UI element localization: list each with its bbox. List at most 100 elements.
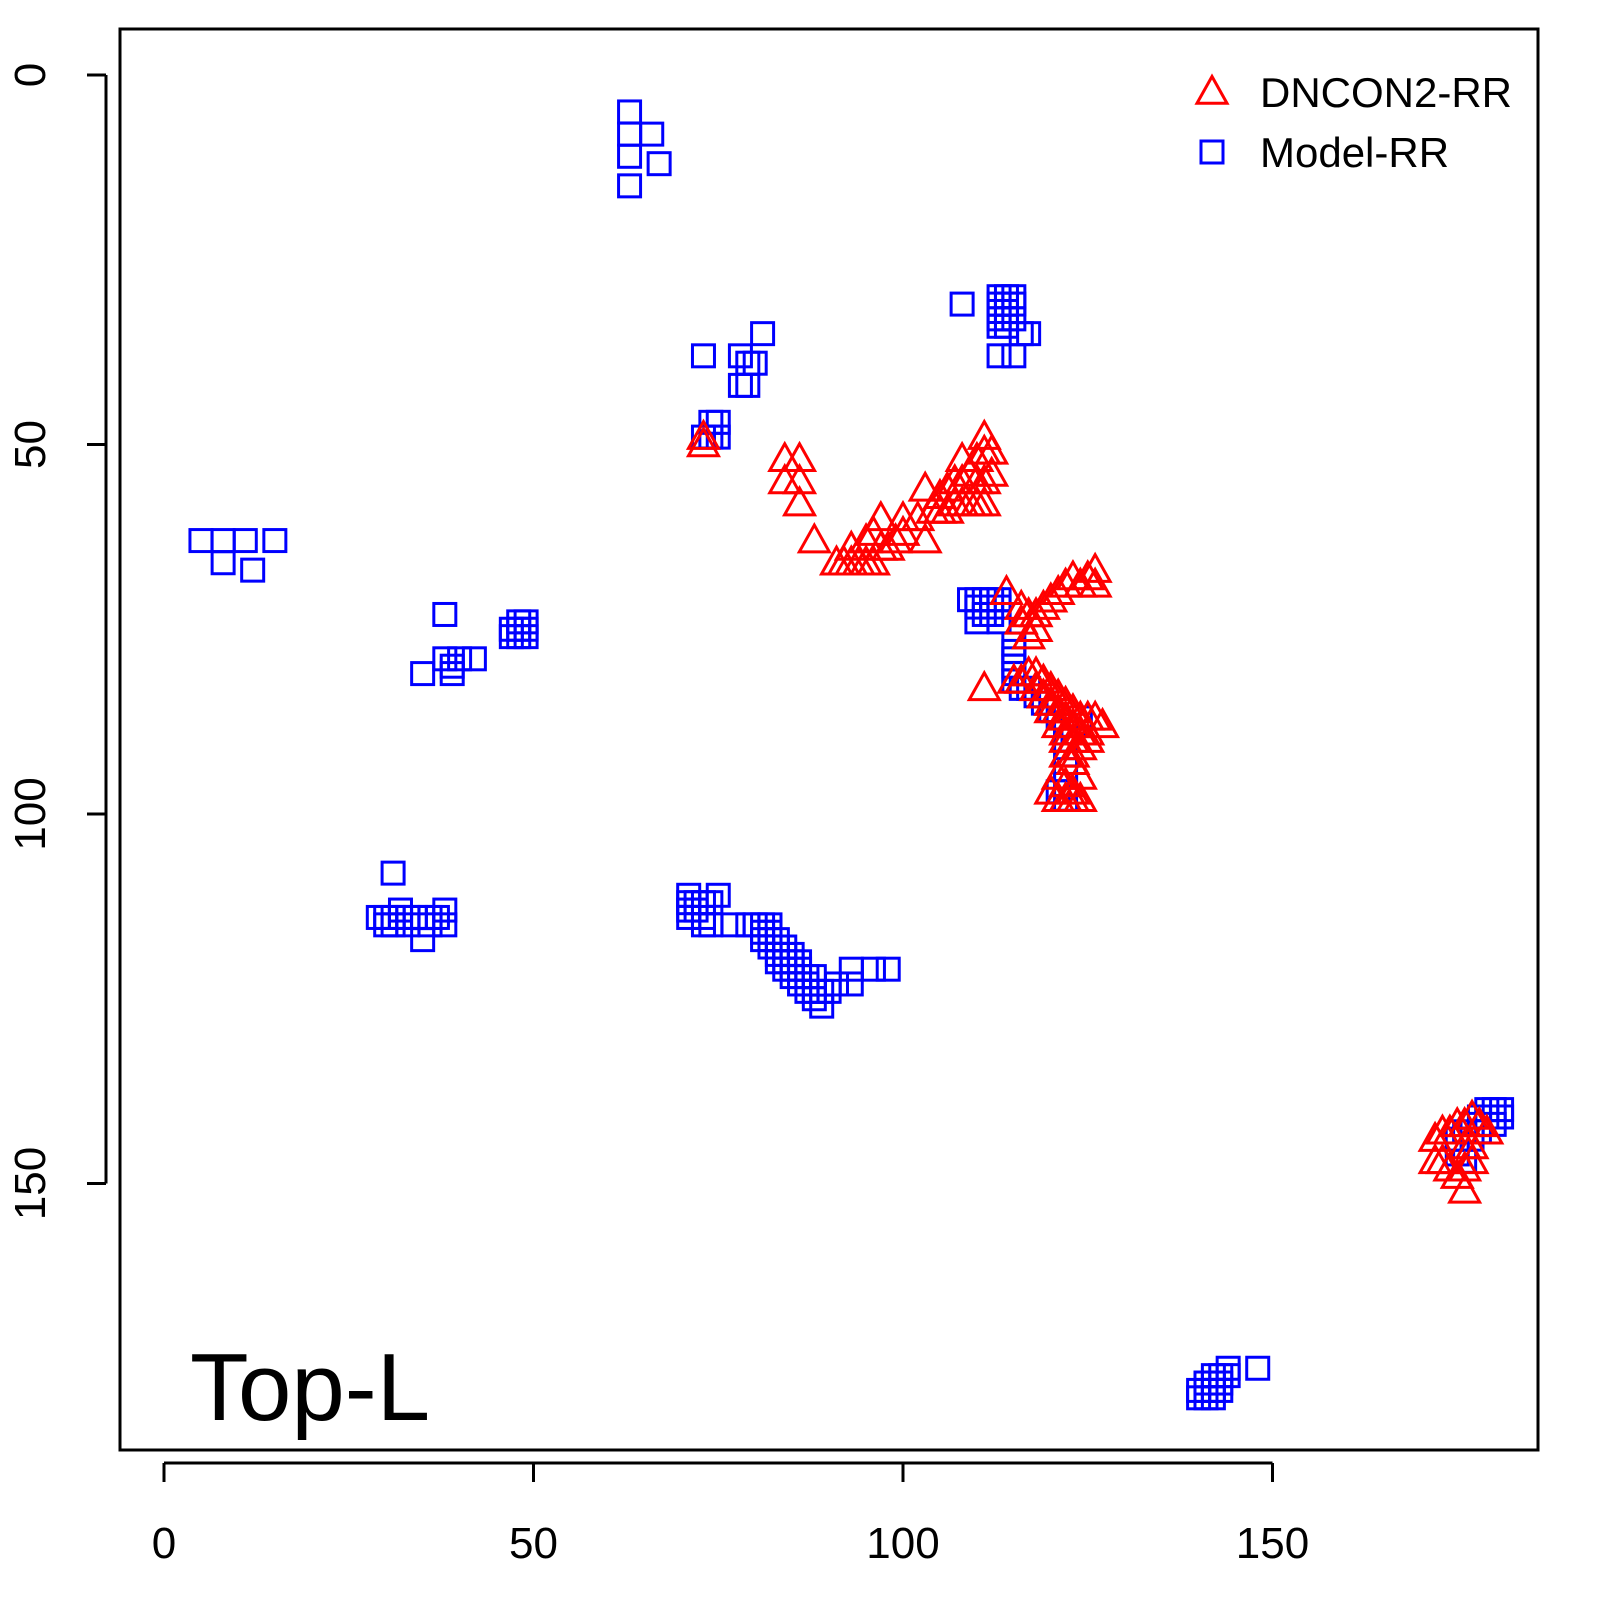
dncon2-rr-point xyxy=(781,462,818,495)
dncon2-rr-point xyxy=(1062,758,1098,790)
model-rr-point xyxy=(986,284,1012,310)
model-rr-point xyxy=(439,653,465,679)
model-rr-point xyxy=(387,904,413,930)
model-rr-point xyxy=(1001,343,1027,369)
model-rr-point xyxy=(772,949,798,975)
model-rr-point xyxy=(809,978,835,1004)
model-rr-point xyxy=(1489,1104,1515,1130)
dncon2-rr-point xyxy=(1033,773,1069,805)
dncon2-rr-point xyxy=(781,485,818,517)
model-rr-point xyxy=(380,860,406,886)
dncon2-rr-point xyxy=(1070,558,1106,591)
model-rr-point xyxy=(757,919,783,945)
model-rr-point xyxy=(993,306,1019,332)
model-rr-point xyxy=(838,971,864,997)
dncon2-rr-point xyxy=(966,418,1002,450)
x-tick-label: 100 xyxy=(866,1519,939,1568)
model-rr-point xyxy=(1208,1377,1234,1403)
model-rr-point xyxy=(957,587,983,613)
dncon2-rr-point xyxy=(1062,728,1098,761)
x-tick-label: 150 xyxy=(1236,1519,1309,1568)
model-rr-point xyxy=(964,587,990,613)
model-rr-point xyxy=(690,890,716,916)
model-rr-point xyxy=(705,409,731,435)
dncon2-rr-point xyxy=(1048,721,1084,753)
legend-label: DNCON2-RR xyxy=(1260,69,1512,116)
dncon2-rr-point xyxy=(1070,721,1106,753)
series-dncon2-rr xyxy=(685,418,1505,1204)
model-rr-point xyxy=(823,971,849,997)
model-rr-point xyxy=(676,890,702,916)
model-rr-point xyxy=(513,616,539,642)
legend-triangle-icon xyxy=(1194,73,1230,105)
model-rr-point xyxy=(1245,1355,1271,1381)
model-rr-point xyxy=(1186,1385,1212,1411)
model-rr-point xyxy=(986,313,1012,339)
model-rr-point xyxy=(772,941,798,967)
model-rr-point xyxy=(993,313,1019,339)
model-rr-point xyxy=(787,949,813,975)
model-rr-point xyxy=(240,557,266,583)
model-rr-point xyxy=(1001,284,1027,310)
model-rr-point xyxy=(380,912,406,938)
model-rr-point xyxy=(809,993,835,1019)
model-rr-point xyxy=(787,971,813,997)
dncon2-rr-point xyxy=(1048,699,1084,731)
y-tick-label: 100 xyxy=(6,777,55,850)
model-rr-point xyxy=(993,284,1019,310)
legend-square-icon xyxy=(1199,139,1225,165)
model-rr-point xyxy=(772,956,798,982)
dncon2-rr-point xyxy=(848,522,884,554)
model-rr-point xyxy=(779,949,805,975)
dncon2-rr-point xyxy=(966,485,1002,517)
dncon2-rr-point xyxy=(1469,1113,1505,1145)
model-rr-point xyxy=(380,904,406,930)
model-rr-point xyxy=(1215,1355,1241,1381)
model-rr-point xyxy=(794,978,820,1004)
model-rr-point xyxy=(188,528,214,554)
model-rr-point xyxy=(646,151,672,177)
model-rr-point xyxy=(1186,1377,1212,1403)
dncon2-rr-point xyxy=(966,462,1002,495)
model-rr-point xyxy=(676,882,702,908)
model-rr-point xyxy=(461,646,487,672)
model-rr-point xyxy=(764,927,790,953)
model-rr-point xyxy=(1489,1097,1515,1123)
model-rr-point xyxy=(432,646,458,672)
model-rr-point xyxy=(1200,1385,1226,1411)
model-rr-point xyxy=(787,956,813,982)
model-rr-point xyxy=(506,609,532,635)
model-rr-point xyxy=(750,321,776,347)
model-rr-point xyxy=(735,350,761,376)
y-tick-label: 150 xyxy=(6,1147,55,1220)
model-rr-point xyxy=(750,912,776,938)
model-rr-point xyxy=(705,882,731,908)
dncon2-rr-point xyxy=(966,669,1002,702)
x-tick-label: 50 xyxy=(509,1519,558,1568)
model-rr-point xyxy=(993,298,1019,324)
model-rr-point xyxy=(986,306,1012,332)
model-rr-point xyxy=(498,624,524,650)
model-rr-point xyxy=(801,986,827,1012)
model-rr-point xyxy=(742,350,768,376)
dncon2-rr-point xyxy=(1461,1105,1497,1138)
dncon2-rr-point xyxy=(863,499,899,532)
model-rr-point xyxy=(779,956,805,982)
model-rr-point xyxy=(1193,1370,1219,1396)
dncon2-rr-point xyxy=(988,573,1025,606)
model-rr-point xyxy=(816,978,842,1004)
model-rr-point xyxy=(439,661,465,687)
dncon2-rr-point xyxy=(685,425,722,458)
model-rr-point xyxy=(801,964,827,990)
dncon2-rr-point xyxy=(878,522,914,554)
model-rr-point xyxy=(875,956,901,982)
model-rr-point xyxy=(757,934,783,960)
model-rr-point xyxy=(860,956,886,982)
model-rr-point xyxy=(1193,1377,1219,1403)
model-rr-point xyxy=(387,897,413,923)
model-rr-point xyxy=(373,912,399,938)
model-rr-point xyxy=(1016,321,1042,347)
dncon2-rr-point xyxy=(1084,706,1121,739)
dncon2-rr-point xyxy=(781,440,818,473)
model-rr-point xyxy=(727,343,753,369)
